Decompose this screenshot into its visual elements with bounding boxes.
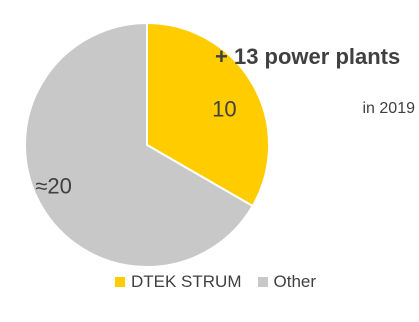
legend-item-other: Other <box>257 272 317 292</box>
legend: DTEK STRUM Other <box>115 272 332 292</box>
pie-slice-dtek-strum <box>146 21 270 208</box>
pie-labels: 10 ≈20 <box>35 96 236 198</box>
annotation-subtitle: in 2019 <box>362 100 416 117</box>
legend-swatch <box>257 277 268 287</box>
data-label-dtek-strum: 10 <box>212 96 236 121</box>
legend-swatch <box>115 277 125 287</box>
pie-slice-other <box>24 21 255 268</box>
legend-item-dtek-strum: DTEK STRUM <box>115 272 242 292</box>
data-label-other: ≈20 <box>35 174 72 199</box>
annotation-title: + 13 power plants <box>215 44 401 69</box>
legend-label: DTEK STRUM <box>131 272 242 291</box>
pie-slices <box>24 21 270 268</box>
legend-label: Other <box>273 272 317 291</box>
